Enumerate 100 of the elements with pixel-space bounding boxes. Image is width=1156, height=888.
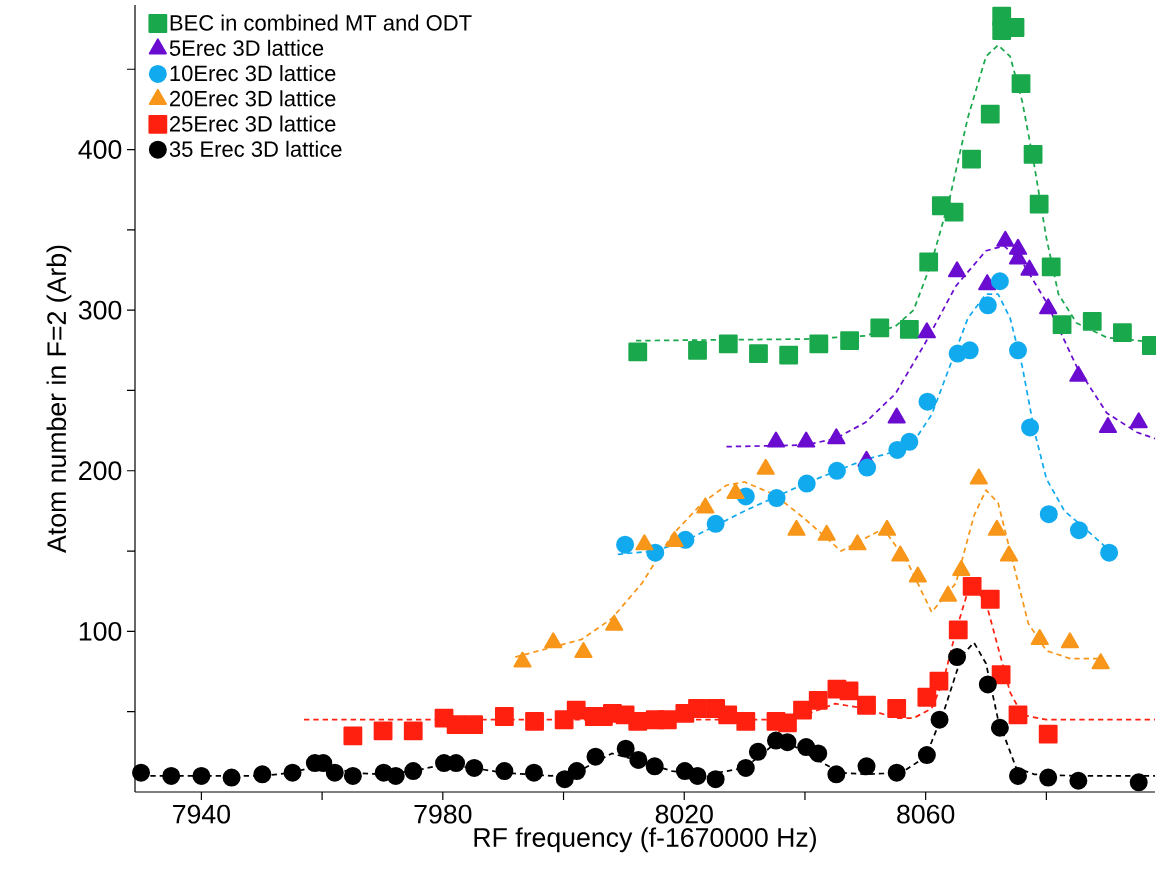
point <box>917 687 937 707</box>
point <box>887 763 906 782</box>
point <box>887 407 906 424</box>
point <box>222 768 241 787</box>
point <box>628 342 648 362</box>
point <box>887 699 907 718</box>
point <box>162 766 181 785</box>
point <box>1069 771 1088 790</box>
point <box>947 261 967 278</box>
point <box>778 713 797 733</box>
point <box>586 747 605 766</box>
point <box>736 711 756 731</box>
point <box>132 763 151 782</box>
point <box>767 489 786 508</box>
point <box>1100 543 1119 562</box>
legend-label: 35 Erec 3D lattice <box>169 140 342 157</box>
point <box>900 432 919 451</box>
point <box>809 334 829 354</box>
point <box>1113 323 1132 343</box>
point <box>403 721 423 741</box>
point <box>1039 768 1058 787</box>
point <box>404 762 423 781</box>
point <box>464 715 483 734</box>
point <box>992 6 1012 26</box>
point <box>616 739 635 758</box>
point <box>1029 194 1049 214</box>
legend-label: 20Erec 3D lattice <box>170 90 336 107</box>
point <box>930 710 949 729</box>
y-tick-label: 300 <box>78 300 122 320</box>
point <box>544 632 563 649</box>
point <box>1098 417 1118 434</box>
point <box>1021 418 1040 437</box>
point <box>343 766 362 785</box>
point <box>494 707 514 726</box>
point <box>944 202 964 222</box>
legend-label: BEC in combined MT and ODT <box>170 14 472 31</box>
point <box>495 762 514 781</box>
point <box>688 699 707 718</box>
point <box>1060 632 1079 649</box>
point <box>688 766 707 785</box>
point <box>929 671 949 691</box>
point <box>808 691 828 710</box>
point <box>616 535 635 554</box>
point <box>1052 315 1072 335</box>
point <box>283 763 302 782</box>
y-tick-label: 200 <box>79 461 122 481</box>
point <box>706 514 725 533</box>
point <box>899 320 919 339</box>
point <box>980 104 1000 124</box>
point <box>343 726 363 746</box>
legend-label: 25Erec 3D lattice <box>170 115 336 132</box>
point <box>1091 653 1110 670</box>
point <box>779 345 799 365</box>
point <box>870 318 890 338</box>
point <box>1039 298 1058 315</box>
point <box>696 497 715 514</box>
point <box>960 341 979 360</box>
point <box>718 334 738 354</box>
point <box>839 681 859 701</box>
point <box>657 710 677 730</box>
point <box>952 560 971 577</box>
point <box>827 461 846 480</box>
point <box>990 272 1009 291</box>
point <box>446 715 466 734</box>
point <box>635 534 654 551</box>
point <box>978 675 997 694</box>
point <box>980 589 1000 609</box>
point <box>919 252 939 272</box>
point <box>192 766 211 785</box>
point <box>827 765 846 784</box>
point <box>645 757 664 776</box>
point <box>991 665 1011 685</box>
point <box>778 733 797 752</box>
point <box>665 531 684 548</box>
point <box>1038 724 1058 744</box>
point <box>962 577 982 596</box>
point <box>1129 773 1148 792</box>
point <box>718 705 738 725</box>
point <box>917 746 936 765</box>
point <box>797 474 816 493</box>
point <box>917 322 936 339</box>
point <box>646 543 665 562</box>
point <box>1129 412 1148 429</box>
point <box>253 765 272 784</box>
y-tick-label: 400 <box>78 140 122 159</box>
point <box>525 711 544 731</box>
point <box>1008 705 1028 725</box>
y-tick-label: 100 <box>79 621 122 641</box>
point <box>1023 144 1043 164</box>
point <box>373 721 393 741</box>
point <box>1069 521 1088 540</box>
point <box>857 757 876 776</box>
point <box>858 458 877 477</box>
point <box>962 149 981 169</box>
x-tick-label: 7980 <box>414 804 472 824</box>
point <box>978 274 997 291</box>
legend-label: 10Erec 3D lattice <box>170 65 336 82</box>
y-axis-title: Atom number in F=2 (Arb) <box>46 245 72 553</box>
point <box>1009 766 1028 785</box>
point <box>888 440 907 459</box>
